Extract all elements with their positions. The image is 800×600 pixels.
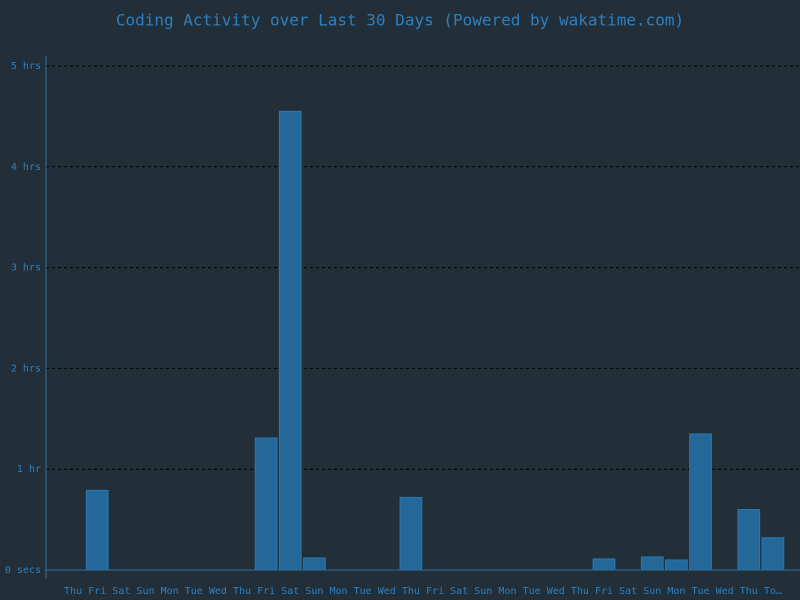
x-tick-label: Tue: [185, 586, 203, 597]
x-tick-label: Wed: [209, 586, 227, 597]
x-tick-label: Fri: [88, 586, 106, 597]
bar: [85, 489, 109, 571]
x-tick-label: Sun: [136, 586, 154, 597]
x-tick-label: Fri: [595, 586, 613, 597]
x-tick-label: Sun: [474, 586, 492, 597]
bar: [399, 496, 423, 571]
y-tick-label: 4 hrs: [11, 162, 41, 173]
x-tick-label: Tue: [692, 586, 710, 597]
x-tick-label: Mon: [330, 586, 348, 597]
x-tick-label: Thu: [402, 586, 420, 597]
bar: [640, 556, 664, 571]
bar: [592, 558, 616, 571]
y-tick-label: 5 hrs: [11, 61, 41, 72]
x-tick-label: Thu: [64, 586, 82, 597]
x-tick-label: Sun: [305, 586, 323, 597]
x-tick-label: Mon: [498, 586, 516, 597]
x-tick-label: Fri: [426, 586, 444, 597]
x-tick-label: Sat: [112, 586, 130, 597]
x-tick-label: Sat: [619, 586, 637, 597]
bar: [761, 537, 785, 571]
x-tick-label: Thu: [571, 586, 589, 597]
x-tick-label: Wed: [716, 586, 734, 597]
y-tick-label: 3 hrs: [11, 263, 41, 274]
bar: [689, 433, 712, 571]
bar: [254, 437, 278, 571]
bar: [665, 559, 688, 571]
bar: [737, 509, 761, 571]
x-tick-label: Thu: [233, 586, 251, 597]
x-tick-label: Wed: [378, 586, 396, 597]
x-tick-label: Mon: [161, 586, 179, 597]
x-tick-label: Tue: [354, 586, 372, 597]
y-tick-label: 2 hrs: [11, 363, 41, 374]
x-tick-label: Sat: [281, 586, 299, 597]
y-tick-label: 1 hr: [17, 464, 41, 475]
x-tick-label: Sat: [450, 586, 468, 597]
x-tick-label: Mon: [667, 586, 685, 597]
y-tick-label: 0 secs: [5, 565, 41, 576]
x-tick-label: Tue: [523, 586, 541, 597]
x-tick-label: Thu: [740, 586, 758, 597]
bar: [278, 110, 302, 571]
x-tick-label: Sun: [643, 586, 661, 597]
x-tick-label: Wed: [547, 586, 565, 597]
chart-title: Coding Activity over Last 30 Days (Power…: [116, 11, 684, 30]
x-tick-label: To…: [764, 586, 782, 597]
bar: [303, 557, 326, 571]
x-tick-label: Fri: [257, 586, 275, 597]
